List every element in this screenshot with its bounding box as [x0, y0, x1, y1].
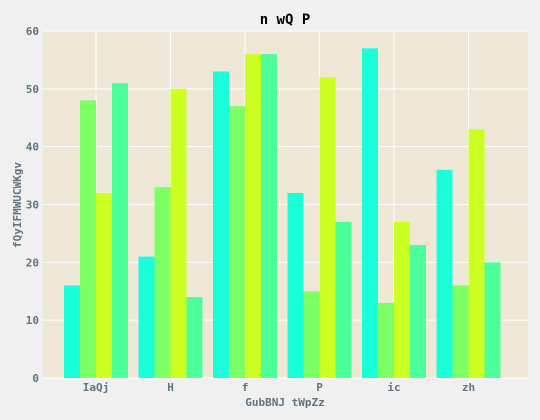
y-tick-label: 0 [32, 372, 39, 385]
bar-f-series-2 [229, 106, 245, 378]
y-tick-label: 10 [26, 314, 39, 327]
bar-H-series-3 [170, 88, 187, 378]
bar-P-series-1 [287, 192, 304, 378]
bar-ic-series-2 [378, 302, 394, 378]
bar-H-series-2 [154, 187, 171, 378]
bar-zh-series-2 [452, 285, 469, 378]
y-axis-label: fQyIFMWUCWKgv [11, 162, 24, 248]
x-tick-label: zh [462, 381, 475, 394]
bars [64, 48, 501, 379]
x-tick-label: P [316, 381, 323, 394]
y-tick-label: 50 [26, 83, 39, 96]
bar-H-series-4 [186, 297, 203, 378]
bar-IaQj-series-4 [112, 83, 128, 379]
bar-zh-series-4 [484, 262, 501, 378]
bar-IaQj-series-2 [80, 100, 96, 379]
y-tick-label: 40 [26, 141, 39, 154]
y-tick-label: 30 [26, 199, 39, 212]
y-tick-label: 20 [26, 256, 39, 269]
y-tick-label: 60 [26, 25, 39, 38]
bar-ic-series-1 [362, 48, 378, 378]
x-tick-label: ic [387, 381, 400, 394]
bar-P-series-3 [319, 77, 336, 379]
x-tick-label: H [167, 381, 174, 394]
bar-zh-series-1 [436, 169, 453, 378]
bar-ic-series-4 [410, 244, 426, 378]
bar-P-series-4 [335, 221, 352, 378]
bar-H-series-1 [138, 256, 155, 378]
x-axis-label: GubBNJ tWpZz [245, 396, 324, 409]
bar-f-series-1 [213, 71, 229, 378]
bar-IaQj-series-3 [96, 192, 112, 378]
bar-IaQj-series-1 [64, 285, 80, 378]
bar-P-series-2 [303, 291, 320, 378]
bar-zh-series-3 [468, 129, 485, 378]
chart-title: n wQ P [260, 12, 311, 28]
bar-ic-series-3 [394, 221, 410, 378]
bar-f-series-4 [261, 54, 277, 379]
y-axis-ticks: 0 10 20 30 40 50 60 [26, 25, 39, 385]
x-tick-label: f [242, 381, 249, 394]
bar-f-series-3 [245, 54, 261, 379]
x-tick-label: IaQj [83, 381, 110, 394]
